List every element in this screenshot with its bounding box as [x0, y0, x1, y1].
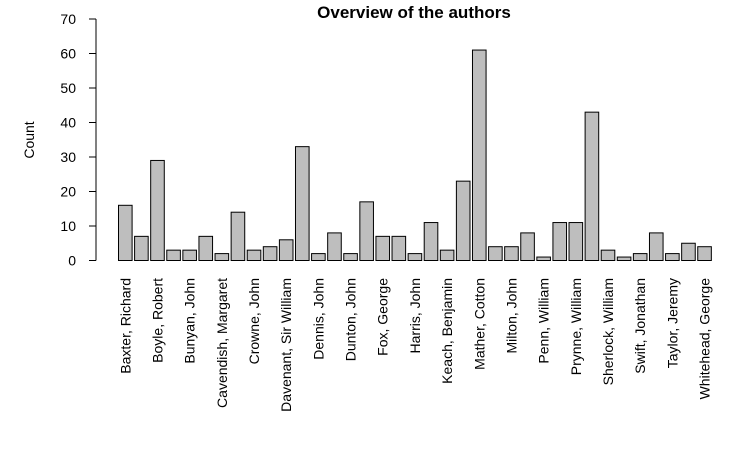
bar	[375, 235, 391, 262]
x-axis-labels: Baxter, Richard Boyle, Robert Bunyan, John…	[117, 278, 712, 412]
x-category-label: Dennis, John	[310, 278, 326, 360]
bar	[665, 253, 680, 262]
chart-title: Overview of the authors	[317, 3, 511, 22]
bar	[697, 246, 712, 261]
bar	[246, 249, 262, 261]
y-tick-label: 20	[60, 184, 76, 200]
bar	[504, 246, 519, 261]
bar	[681, 242, 696, 261]
bar	[294, 146, 310, 261]
x-category-label: Boyle, Robert	[149, 278, 165, 363]
bar	[471, 49, 487, 261]
x-category-label: Crowne, John	[246, 278, 262, 364]
x-category-label: Dunton, John	[343, 278, 359, 361]
x-category-label: Bunyan, John	[182, 278, 198, 364]
bar	[568, 222, 584, 262]
bars-group	[118, 49, 712, 262]
y-axis-title: Count	[21, 121, 37, 158]
bar	[262, 246, 278, 261]
y-tick-label: 60	[60, 46, 76, 62]
bar	[600, 249, 616, 261]
bar	[520, 232, 535, 261]
bar	[455, 180, 471, 261]
y-tick-label: 50	[60, 80, 76, 96]
x-category-label: Milton, John	[503, 278, 519, 353]
bar	[536, 256, 551, 261]
bar	[488, 246, 503, 261]
y-tick-label: 40	[60, 115, 76, 131]
bar	[359, 201, 374, 262]
bar	[230, 211, 246, 261]
bar	[278, 239, 294, 262]
bar	[343, 253, 358, 262]
x-category-label: Penn, William	[536, 278, 552, 364]
bar	[182, 249, 197, 261]
y-tick-label: 70	[60, 11, 76, 27]
x-category-label: Prynne, William	[568, 278, 584, 375]
bar	[407, 253, 423, 262]
x-category-label: Whitehead, George	[697, 278, 713, 400]
bar	[648, 232, 664, 261]
bar	[166, 249, 181, 261]
bar	[134, 235, 149, 262]
bar	[214, 253, 230, 262]
x-category-label: Harris, John	[407, 278, 423, 353]
bar	[391, 235, 407, 262]
bar	[198, 235, 214, 262]
y-tick-label: 0	[68, 253, 76, 269]
x-category-label: Sherlock, William	[600, 278, 616, 385]
x-category-label: Swift, Jonathan	[632, 278, 648, 374]
bar	[311, 253, 326, 262]
bar	[584, 111, 600, 262]
y-tick-label: 30	[60, 149, 76, 165]
x-category-label: Taylor, Jeremy	[664, 278, 680, 368]
x-category-label: Cavendish, Margaret	[214, 278, 230, 408]
x-category-label: Keach, Benjamin	[439, 278, 455, 384]
bar	[118, 204, 133, 262]
bar	[327, 232, 342, 261]
bar	[632, 253, 648, 262]
bar	[552, 222, 568, 262]
y-tick-label: 10	[60, 218, 76, 234]
x-category-label: Fox, George	[375, 278, 391, 356]
y-axis: 0 10 20 30 40 50 60 70	[60, 11, 97, 269]
bar	[423, 222, 439, 262]
x-category-label: Davenant, Sir William	[278, 278, 294, 412]
x-category-label: Mather, Cotton	[471, 278, 487, 370]
bar	[616, 256, 632, 261]
bar	[439, 249, 455, 261]
x-category-label: Baxter, Richard	[117, 278, 133, 374]
bar	[150, 159, 165, 261]
